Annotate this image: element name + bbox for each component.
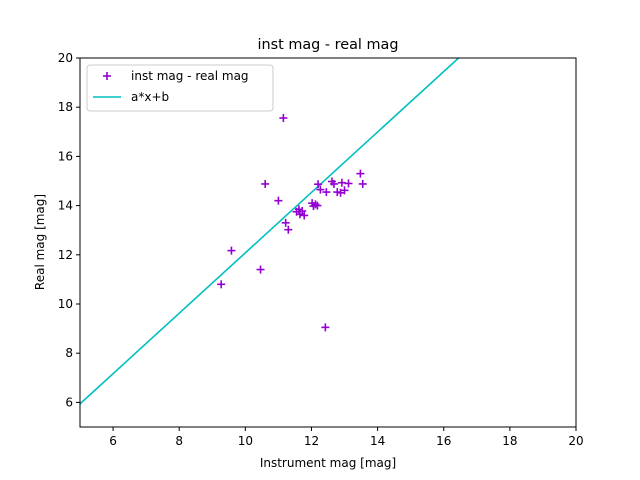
chart-title: inst mag - real mag: [258, 37, 399, 53]
x-tick-label: 20: [568, 434, 583, 448]
data-point: [217, 280, 226, 289]
y-axis: 6 8 10 12 14 16 18 20: [58, 51, 80, 409]
data-point: [298, 207, 307, 216]
y-tick-label: 16: [58, 149, 73, 163]
fit-line: [80, 58, 460, 405]
y-tick-label: 18: [58, 100, 73, 114]
data-point: [256, 265, 265, 274]
x-tick-label: 6: [109, 434, 117, 448]
y-tick-label: 14: [58, 199, 73, 213]
plot-frame: [79, 57, 577, 428]
legend-box: [86, 64, 274, 112]
data-point: [261, 179, 270, 188]
data-point: [322, 188, 331, 197]
y-tick-label: 20: [58, 51, 73, 65]
data-point: [321, 323, 330, 332]
x-tick-label: 16: [436, 434, 451, 448]
data-point: [358, 179, 367, 188]
data-point: [340, 186, 349, 195]
legend-label-scatter: inst mag - real mag: [131, 69, 249, 83]
data-point: [313, 201, 322, 210]
data-point: [281, 218, 290, 227]
y-tick-label: 8: [65, 346, 73, 360]
legend-plus-marker: [103, 72, 111, 80]
x-tick-label: 14: [370, 434, 385, 448]
data-point: [344, 179, 353, 188]
x-axis-label: Instrument mag [mag]: [260, 456, 396, 470]
data-point: [227, 246, 236, 255]
x-tick-label: 8: [175, 434, 183, 448]
legend-marker-scatter: [103, 72, 111, 80]
legend: inst mag - real mag a*x+b: [86, 64, 274, 112]
legend-label-line: a*x+b: [131, 90, 169, 104]
data-point: [284, 225, 293, 234]
plot-area: [80, 58, 460, 405]
y-tick-label: 10: [58, 297, 73, 311]
x-tick-label: 10: [238, 434, 253, 448]
y-tick-label: 12: [58, 248, 73, 262]
data-point: [329, 179, 338, 188]
x-tick-label: 18: [502, 434, 517, 448]
data-point: [279, 114, 288, 123]
data-point: [316, 185, 325, 194]
y-tick-label: 6: [65, 395, 73, 409]
data-point: [314, 180, 323, 189]
data-point: [356, 169, 365, 178]
x-tick-label: 12: [304, 434, 319, 448]
x-axis: 6 8 10 12 14 16 18 20: [109, 427, 584, 448]
data-point: [300, 211, 309, 220]
y-axis-label: Real mag [mag]: [33, 194, 47, 290]
data-point: [274, 196, 283, 205]
